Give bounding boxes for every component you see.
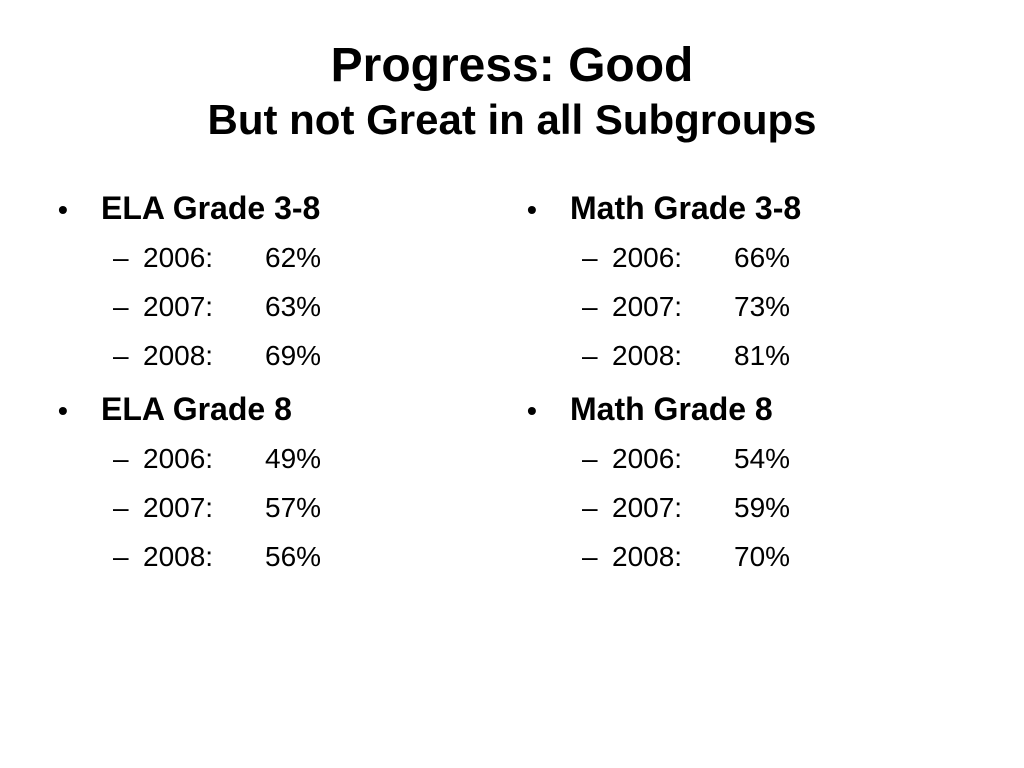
sub-item: – 2006: 62% bbox=[113, 242, 498, 291]
dash-icon: – bbox=[582, 492, 598, 523]
year-label: 2007: bbox=[612, 291, 683, 322]
percent-value: 57% bbox=[265, 492, 322, 523]
bullet-heading: Math Grade 3-8 bbox=[570, 190, 802, 226]
sub-item: – 2007: 63% bbox=[113, 291, 498, 340]
bullet-heading: ELA Grade 8 bbox=[101, 391, 292, 427]
year-label: 2006: bbox=[612, 242, 683, 273]
bullet-group-math-grade-8: • Math Grade 8 – 2006: 54% – 2007: 59% –… bbox=[527, 391, 967, 590]
sub-item: – 2007: 73% bbox=[582, 291, 967, 340]
year-label: 2008: bbox=[143, 541, 214, 572]
dash-icon: – bbox=[582, 443, 598, 474]
bullet-group-math-grade-3-8: • Math Grade 3-8 – 2006: 66% – 2007: 73%… bbox=[527, 190, 967, 389]
sub-item: – 2007: 57% bbox=[113, 492, 498, 541]
percent-value: 66% bbox=[734, 242, 791, 273]
dash-icon: – bbox=[113, 443, 129, 474]
percent-value: 70% bbox=[734, 541, 791, 572]
year-label: 2007: bbox=[143, 291, 214, 322]
dash-icon: – bbox=[113, 492, 129, 523]
year-label: 2006: bbox=[612, 443, 683, 474]
year-label: 2006: bbox=[143, 443, 214, 474]
percent-value: 63% bbox=[265, 291, 322, 322]
bullet-item: • ELA Grade 3-8 bbox=[58, 190, 498, 234]
title-subtitle: But not Great in all Subgroups bbox=[207, 96, 817, 143]
percent-value: 49% bbox=[265, 443, 322, 474]
sub-item: – 2006: 49% bbox=[113, 443, 498, 492]
sub-item: – 2006: 66% bbox=[582, 242, 967, 291]
bullet-group-ela-grade-8: • ELA Grade 8 – 2006: 49% – 2007: 57% – … bbox=[58, 391, 498, 590]
bullet-item: • Math Grade 8 bbox=[527, 391, 967, 435]
slide-title: Progress: Good But not Great in all Subg… bbox=[0, 38, 1024, 146]
year-label: 2007: bbox=[143, 492, 214, 523]
year-label: 2006: bbox=[143, 242, 214, 273]
sub-item: – 2008: 70% bbox=[582, 541, 967, 590]
bullet-icon: • bbox=[58, 395, 68, 426]
bullet-group-ela-grade-3-8: • ELA Grade 3-8 – 2006: 62% – 2007: 63% … bbox=[58, 190, 498, 389]
year-label: 2007: bbox=[612, 492, 683, 523]
bullet-icon: • bbox=[527, 395, 537, 426]
dash-icon: – bbox=[582, 291, 598, 322]
bullet-heading: Math Grade 8 bbox=[570, 391, 773, 427]
sub-item: – 2006: 54% bbox=[582, 443, 967, 492]
sub-list: – 2006: 54% – 2007: 59% – 2008: 70% bbox=[527, 443, 967, 590]
year-label: 2008: bbox=[143, 340, 214, 371]
percent-value: 81% bbox=[734, 340, 791, 371]
bullet-heading: ELA Grade 3-8 bbox=[101, 190, 321, 226]
dash-icon: – bbox=[113, 242, 129, 273]
sub-item: – 2007: 59% bbox=[582, 492, 967, 541]
dash-icon: – bbox=[582, 340, 598, 371]
bullet-item: • Math Grade 3-8 bbox=[527, 190, 967, 234]
sub-item: – 2008: 81% bbox=[582, 340, 967, 389]
percent-value: 73% bbox=[734, 291, 791, 322]
dash-icon: – bbox=[113, 291, 129, 322]
title-main: Progress: Good bbox=[330, 39, 694, 92]
sub-item: – 2008: 69% bbox=[113, 340, 498, 389]
year-label: 2008: bbox=[612, 340, 683, 371]
bullet-icon: • bbox=[58, 194, 68, 225]
percent-value: 62% bbox=[265, 242, 322, 273]
sub-list: – 2006: 62% – 2007: 63% – 2008: 69% bbox=[58, 242, 498, 389]
sub-item: – 2008: 56% bbox=[113, 541, 498, 590]
ela-column: • ELA Grade 3-8 – 2006: 62% – 2007: 63% … bbox=[58, 190, 498, 592]
bullet-item: • ELA Grade 8 bbox=[58, 391, 498, 435]
bullet-icon: • bbox=[527, 194, 537, 225]
percent-value: 56% bbox=[265, 541, 322, 572]
dash-icon: – bbox=[113, 340, 129, 371]
sub-list: – 2006: 66% – 2007: 73% – 2008: 81% bbox=[527, 242, 967, 389]
year-label: 2008: bbox=[612, 541, 683, 572]
dash-icon: – bbox=[582, 242, 598, 273]
dash-icon: – bbox=[582, 541, 598, 572]
percent-value: 59% bbox=[734, 492, 791, 523]
percent-value: 54% bbox=[734, 443, 791, 474]
dash-icon: – bbox=[113, 541, 129, 572]
sub-list: – 2006: 49% – 2007: 57% – 2008: 56% bbox=[58, 443, 498, 590]
math-column: • Math Grade 3-8 – 2006: 66% – 2007: 73%… bbox=[527, 190, 967, 592]
percent-value: 69% bbox=[265, 340, 322, 371]
